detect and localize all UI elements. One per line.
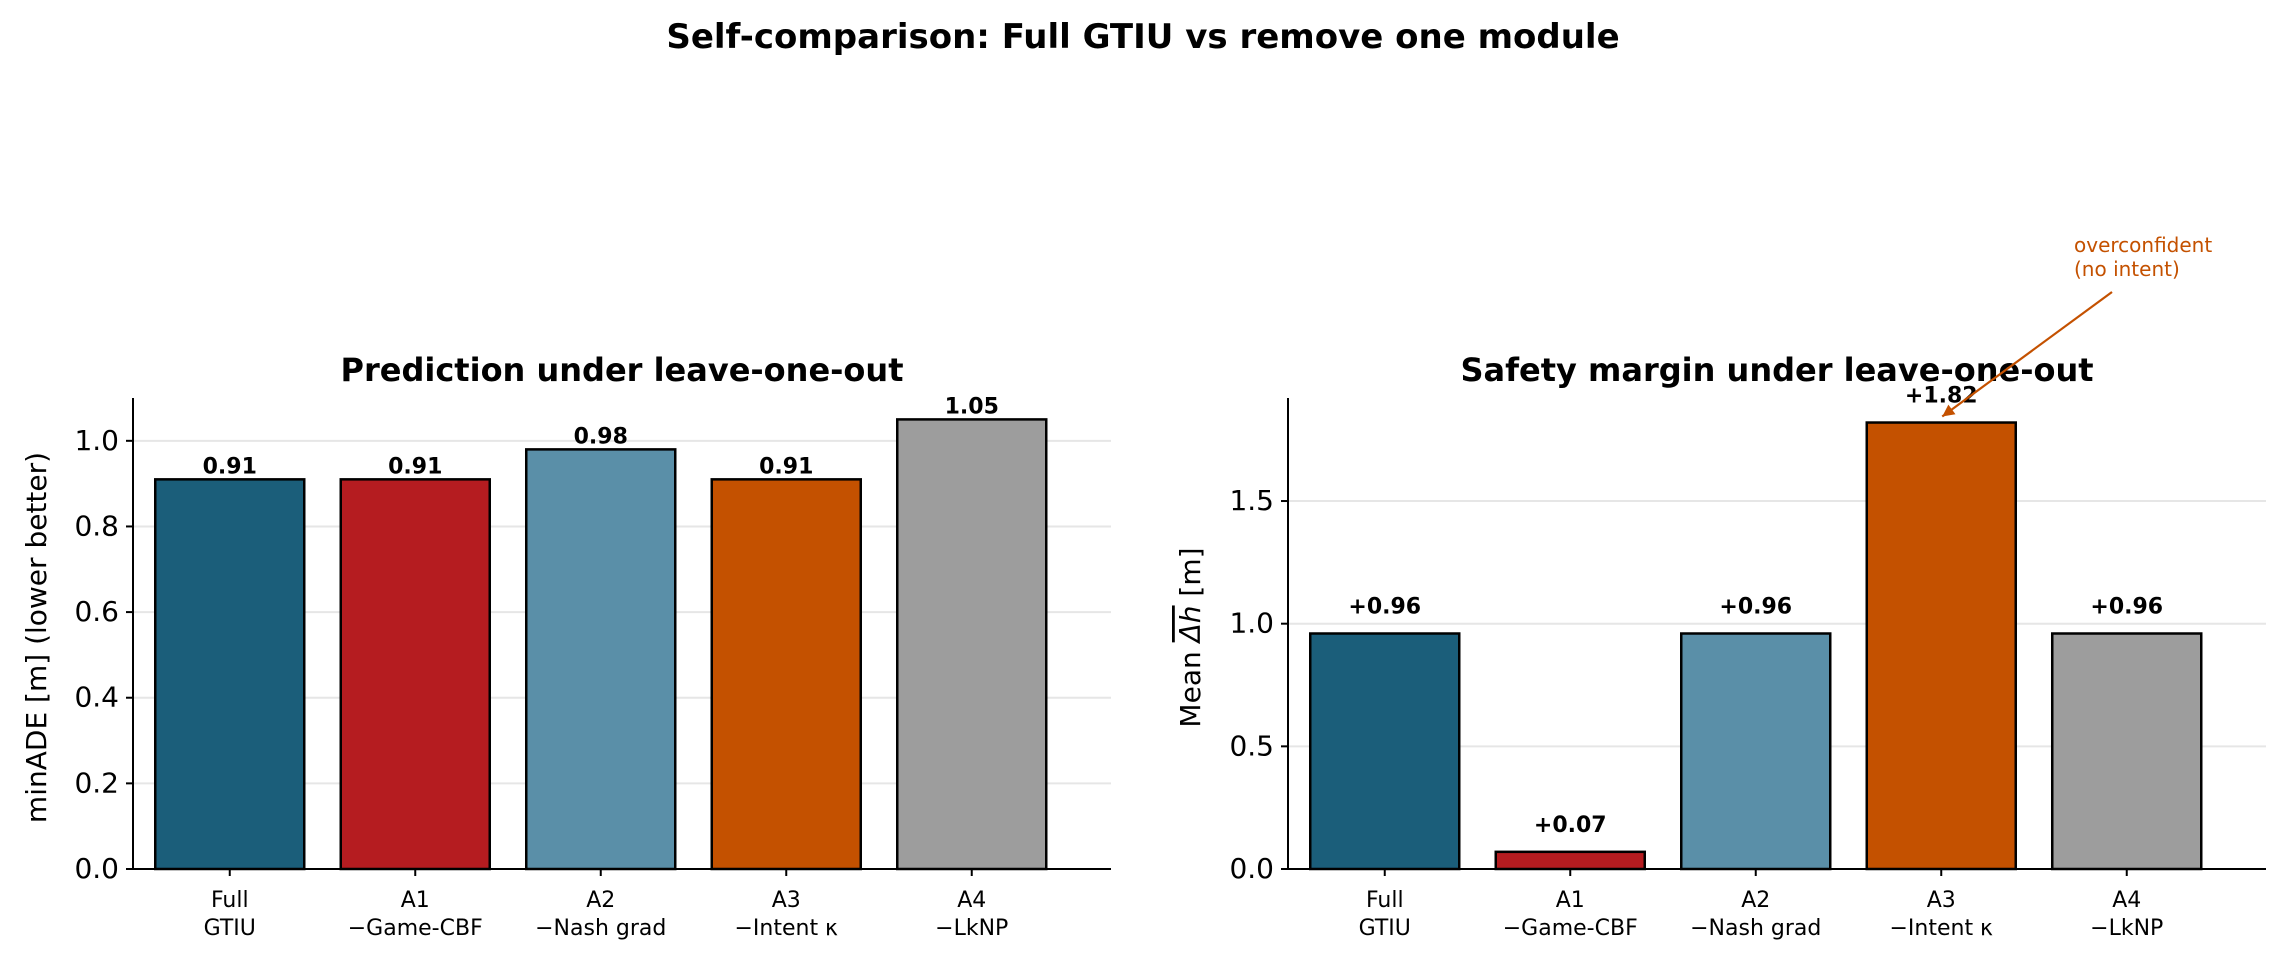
y-tick-label-3: 1.5 [1229,484,1274,517]
x-tick-label-2-line1: A2 [1741,888,1770,913]
bar-1 [1494,850,1646,871]
y-axis-label-suffix: [m] [1174,547,1207,605]
x-tick-label-1-line2: −Game-CBF [348,916,483,941]
x-tick-label-1-line1: A1 [1556,888,1585,913]
x-tick-label-4-line1: A4 [957,888,986,913]
x-tick-label-2-line2: −Nash grad [535,916,666,941]
y-axis-label: minADE [m] (lower better) [20,452,53,823]
y-tick-label-5: 1.0 [74,424,119,457]
x-tick-label-0-line2: GTIU [204,916,256,941]
y-tick-label-4: 0.8 [74,509,119,542]
bar-2 [1680,632,1832,871]
data-label-3: 0.91 [759,454,813,479]
x-tick-label-0-line2: GTIU [1359,916,1411,941]
bar-0 [1309,632,1461,871]
x-tick-label-4-line2: −LkNP [2090,916,2163,941]
x-tick-label-4-line2: −LkNP [935,916,1008,941]
x-tick-label-4-line1: A4 [2112,888,2141,913]
y-tick-label-2: 0.4 [74,681,119,714]
data-label-4: 1.05 [945,394,999,419]
x-tick-label-2-line2: −Nash grad [1690,916,1821,941]
chart-title: Safety margin under leave-one-out [1460,351,2093,389]
x-tick-label-3-line1: A3 [1927,888,1956,913]
y-tick-label-3: 0.6 [74,595,119,628]
y-axis-label-prefix: Mean [1174,642,1207,727]
y-tick-label-0: 0.0 [74,852,119,885]
x-tick-label-2-line1: A2 [586,888,615,913]
data-label-2: 0.98 [574,424,628,449]
bar-3 [1865,421,2017,871]
x-tick-label-3-line2: −Intent κ [1889,916,1993,941]
annotation-text-line-1: (no intent) [2074,257,2180,281]
bar-4 [896,418,1048,871]
data-label-4: +0.96 [2090,595,2163,620]
data-label-0: 0.91 [203,454,257,479]
chart-safety-margin: +0.96 Full GTIU +0.07 A1 −Game-CBF +0.96 A2 −Nas… [1174,233,2266,941]
y-tick-label-0: 0.0 [1229,852,1274,885]
x-tick-label-0-line1: Full [1366,888,1404,913]
data-label-3: +1.82 [1905,384,1978,409]
data-label-0: +0.96 [1348,595,1421,620]
x-tick-label-3-line2: −Intent κ [734,916,838,941]
x-tick-label-1-line2: −Game-CBF [1503,916,1638,941]
chart-prediction: 0.91 Full GTIU 0.91 A1 −Game-CBF 0.98 A2 −Nash g… [20,351,1111,941]
bar-4 [2051,632,2203,871]
bar-2 [525,448,677,871]
bar-0 [154,478,306,871]
chart-title: Prediction under leave-one-out [341,351,904,389]
y-tick-label-2: 1.0 [1229,607,1274,640]
annotation-text-line-0: overconfident [2074,233,2212,257]
y-axis-label-symbol: Δh [1174,605,1207,644]
figure-suptitle: Self-comparison: Full GTIU vs remove one… [666,17,1619,57]
y-tick-label-1: 0.5 [1229,729,1274,762]
data-label-1: +0.07 [1534,813,1607,838]
bar-1 [339,478,491,871]
bar-3 [710,478,862,871]
y-tick-label-1: 0.2 [74,766,119,799]
annotation-arrowhead [1942,404,1956,417]
x-tick-label-0-line1: Full [211,888,249,913]
y-axis-label: Mean Δh [m] [1174,547,1207,727]
data-label-1: 0.91 [388,454,442,479]
annotation-arrow [1941,291,2113,418]
x-tick-label-1-line1: A1 [401,888,430,913]
x-tick-label-3-line1: A3 [772,888,801,913]
data-label-2: +0.96 [1719,595,1792,620]
